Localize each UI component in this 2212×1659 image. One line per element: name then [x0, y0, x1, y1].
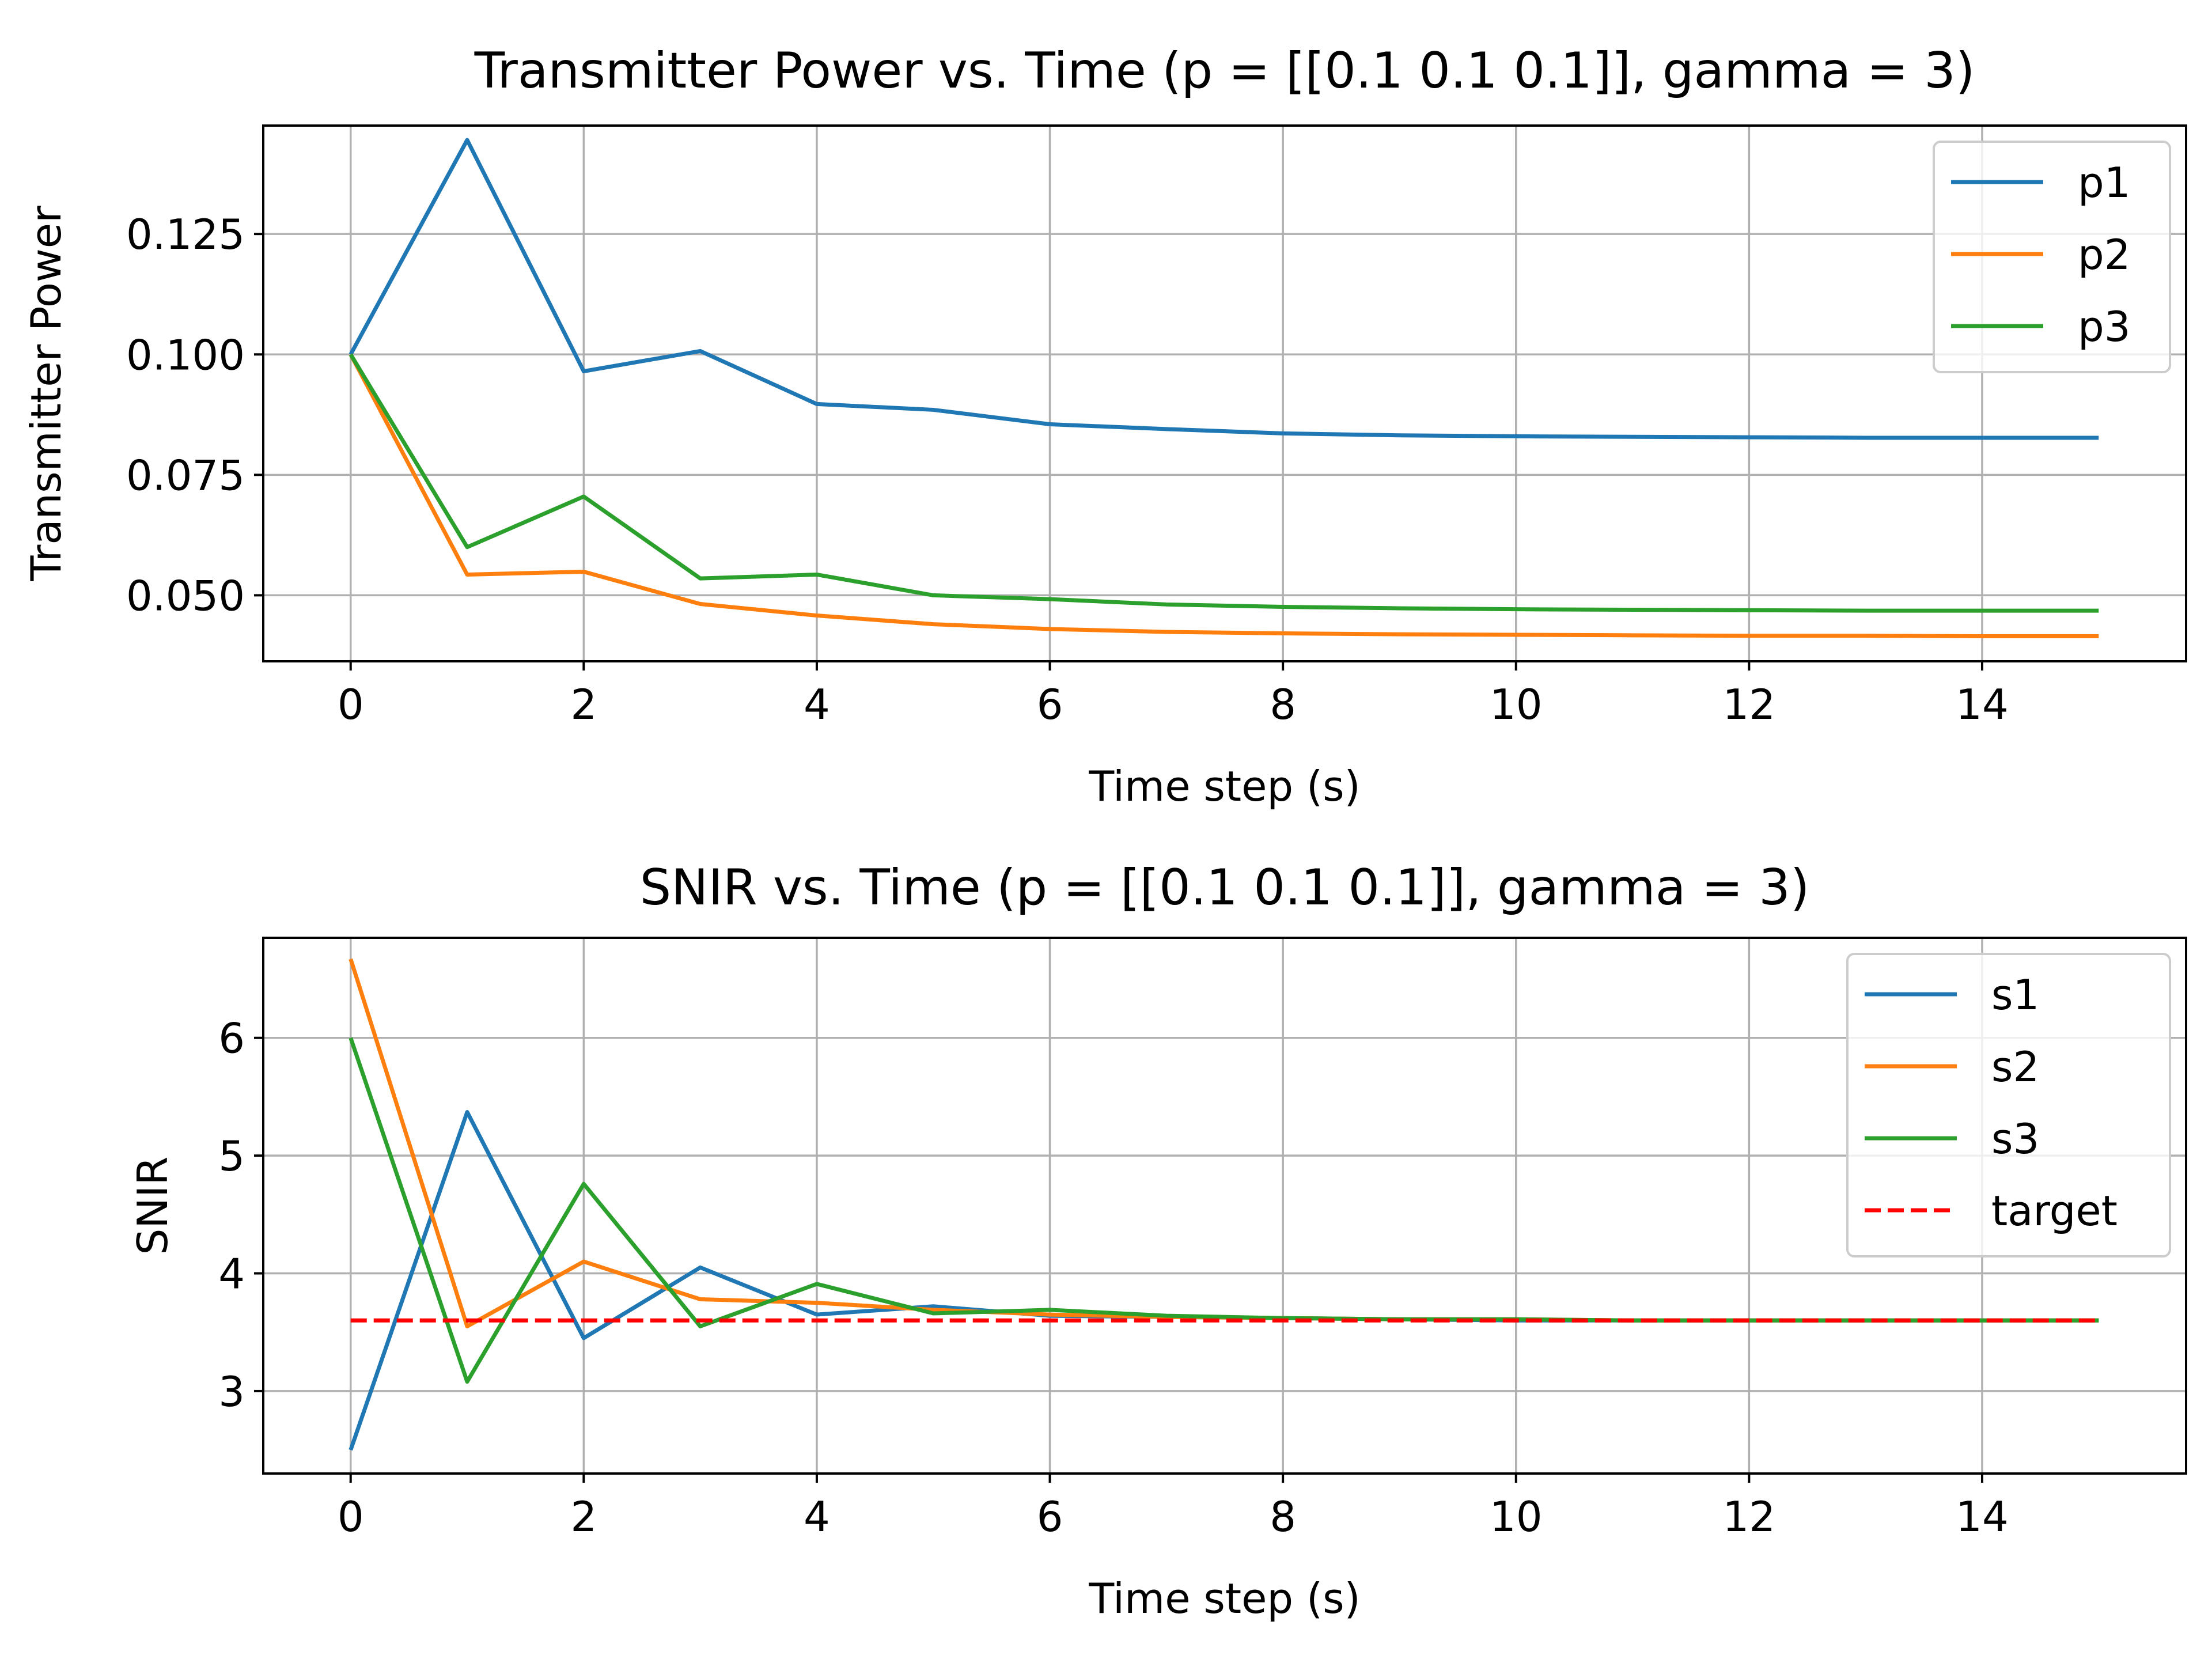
x-tick-label: 2 [570, 1493, 597, 1541]
y-tick-label: 0.075 [126, 451, 245, 499]
legend-label: target [1991, 1187, 2118, 1235]
y-tick-label: 0.050 [126, 571, 245, 620]
y-tick-label: 6 [218, 1014, 245, 1063]
snir-chart: SNIR vs. Time (p = [[0.1 0.1 0.1]], gamm… [128, 859, 2187, 1623]
y-axis-label: SNIR [128, 1157, 177, 1255]
power-chart: Transmitter Power vs. Time (p = [[0.1 0.… [22, 42, 2187, 810]
series-line-p2 [349, 353, 2099, 639]
legend-label: p2 [2078, 230, 2131, 279]
legend-label: p3 [2078, 302, 2131, 351]
legend-label: p1 [2078, 158, 2131, 207]
x-tick-label: 4 [804, 680, 830, 729]
x-tick-label: 10 [1490, 680, 1543, 729]
x-axis-label: Time step (s) [1088, 1574, 1360, 1623]
x-tick-label: 0 [338, 1493, 364, 1541]
x-tick-label: 8 [1270, 1493, 1296, 1541]
legend-box [1933, 141, 2171, 373]
plot-frame [262, 937, 2187, 1475]
x-tick-label: 8 [1270, 680, 1296, 729]
legend-label: s2 [1991, 1043, 2039, 1091]
y-tick-label: 3 [218, 1368, 245, 1416]
x-tick-label: 10 [1490, 1493, 1543, 1541]
chart-title: SNIR vs. Time (p = [[0.1 0.1 0.1]], gamm… [640, 859, 1810, 916]
x-tick-label: 6 [1037, 1493, 1063, 1541]
x-tick-label: 14 [1956, 680, 2009, 729]
legend-box [1846, 953, 2171, 1257]
series-line-p1 [349, 138, 2099, 440]
x-tick-label: 14 [1956, 1493, 2009, 1541]
series-line-p3 [349, 353, 2099, 613]
chart-title: Transmitter Power vs. Time (p = [[0.1 0.… [474, 42, 1975, 100]
y-axis-label: Transmitter Power [22, 206, 70, 582]
legend-label: s3 [1991, 1115, 2039, 1163]
x-axis-label: Time step (s) [1088, 762, 1360, 810]
y-tick-label: 5 [218, 1132, 245, 1180]
y-tick-label: 4 [218, 1250, 245, 1298]
plot-frame [262, 124, 2187, 662]
x-tick-label: 12 [1723, 1493, 1776, 1541]
x-tick-label: 4 [804, 1493, 830, 1541]
y-tick-label: 0.100 [126, 331, 245, 379]
y-tick-label: 0.125 [126, 210, 245, 259]
legend: p1 p2 p3 [1933, 141, 2171, 373]
x-tick-label: 2 [570, 680, 597, 729]
x-tick-label: 12 [1723, 680, 1776, 729]
legend: s1 s2 s3 target [1846, 953, 2171, 1257]
legend-label: s1 [1991, 971, 2039, 1019]
x-tick-label: 6 [1037, 680, 1063, 729]
x-tick-label: 0 [338, 680, 364, 729]
